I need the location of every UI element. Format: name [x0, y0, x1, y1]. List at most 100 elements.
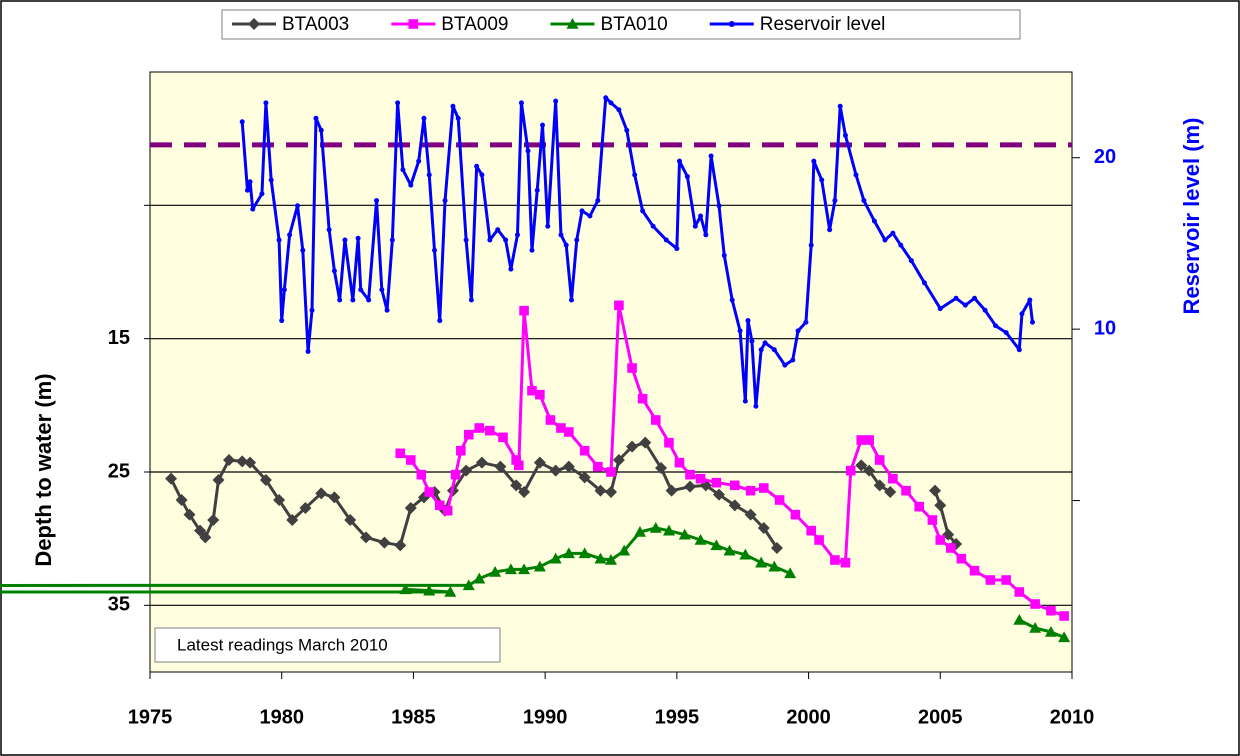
marker: [884, 486, 897, 498]
marker: [1059, 611, 1069, 621]
marker: [639, 436, 652, 449]
marker: [305, 348, 311, 354]
marker: [514, 232, 520, 238]
marker: [545, 415, 556, 425]
legend-box: [221, 9, 1021, 40]
marker: [423, 584, 436, 596]
marker: [276, 237, 282, 243]
marker: [300, 247, 306, 253]
marker: [662, 524, 675, 536]
marker: [510, 479, 523, 492]
marker: [474, 163, 480, 169]
marker: [416, 469, 427, 480]
marker: [395, 100, 401, 106]
marker: [937, 306, 943, 312]
marker: [674, 457, 685, 468]
marker: [473, 572, 486, 584]
y-tick-label: 25: [108, 460, 130, 482]
marker: [399, 583, 412, 595]
marker: [360, 531, 373, 544]
marker: [698, 213, 704, 219]
marker: [395, 448, 406, 459]
marker: [684, 174, 690, 180]
marker: [442, 198, 448, 204]
marker: [695, 473, 706, 484]
marker: [273, 494, 286, 506]
marker: [374, 198, 380, 204]
x-tick-label: 2005: [918, 706, 963, 728]
marker: [853, 172, 859, 178]
marker: [525, 148, 531, 154]
marker: [842, 132, 848, 138]
marker: [914, 501, 925, 512]
marker: [495, 227, 501, 233]
marker: [286, 514, 299, 526]
marker: [331, 268, 337, 274]
marker: [350, 297, 356, 303]
marker: [594, 552, 607, 564]
marker: [463, 429, 474, 440]
marker: [827, 227, 833, 233]
marker: [426, 172, 432, 178]
marker: [692, 223, 698, 229]
marker: [564, 427, 574, 437]
marker: [612, 454, 625, 466]
marker: [845, 465, 856, 476]
y-tick-label: 15: [108, 327, 130, 349]
legend-label: BTA009: [441, 14, 508, 35]
marker: [898, 242, 904, 248]
marker: [527, 385, 537, 396]
marker: [942, 528, 955, 541]
marker: [758, 483, 769, 493]
marker: [533, 560, 546, 572]
y2-tick-label: 20: [1094, 146, 1116, 168]
x-tick-label: 2000: [786, 706, 831, 728]
marker: [463, 237, 469, 243]
marker: [882, 237, 888, 243]
marker: [263, 100, 269, 106]
marker: [503, 237, 509, 243]
legend-label: BTA003: [282, 14, 349, 35]
marker: [874, 455, 885, 465]
marker: [633, 526, 646, 537]
marker: [460, 464, 473, 477]
marker: [694, 534, 707, 545]
marker: [535, 389, 545, 400]
marker: [1030, 599, 1040, 609]
marker: [730, 480, 740, 491]
marker: [856, 435, 867, 445]
marker: [309, 307, 315, 313]
marker: [455, 115, 461, 121]
marker: [814, 535, 824, 545]
marker: [710, 539, 723, 551]
marker: [953, 295, 959, 301]
marker: [753, 403, 759, 409]
marker: [529, 247, 535, 253]
marker: [494, 460, 507, 473]
marker: [655, 462, 668, 474]
marker: [504, 563, 517, 575]
marker: [757, 522, 770, 534]
marker: [183, 508, 196, 521]
marker: [1013, 614, 1026, 625]
marker: [485, 425, 495, 436]
marker: [511, 455, 521, 465]
marker: [389, 237, 395, 243]
marker: [342, 237, 348, 243]
marker: [864, 435, 874, 445]
marker: [770, 542, 783, 554]
marker: [861, 198, 867, 204]
marker: [716, 203, 722, 209]
marker: [650, 415, 661, 425]
marker: [444, 586, 457, 597]
marker: [344, 514, 357, 526]
marker: [408, 19, 419, 29]
marker: [437, 318, 443, 324]
marker: [737, 328, 743, 334]
marker: [684, 480, 697, 493]
marker: [729, 297, 735, 303]
marker: [685, 469, 695, 480]
marker: [400, 167, 406, 173]
marker: [819, 177, 825, 183]
axes: 15 25 35 10 20 1975 1980 1985 1990 1995 2000 2005 20…: [108, 146, 1116, 728]
